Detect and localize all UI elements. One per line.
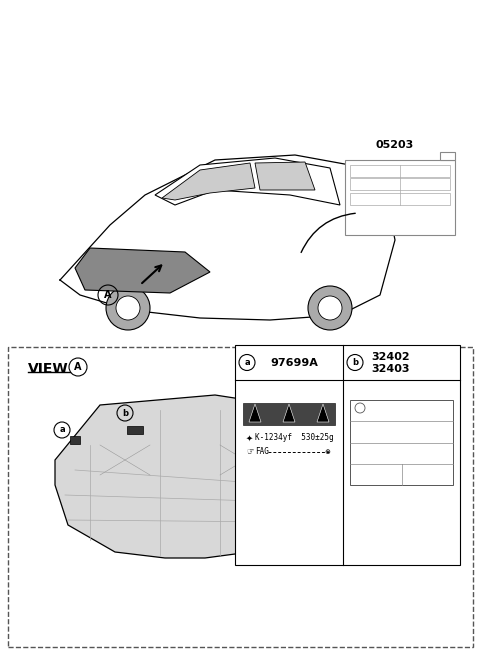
Circle shape (308, 286, 352, 330)
Bar (350, 165, 450, 177)
Polygon shape (317, 404, 329, 422)
Polygon shape (55, 395, 292, 558)
Text: 97699A: 97699A (270, 357, 318, 367)
Text: ✦: ✦ (246, 434, 253, 443)
Text: a: a (59, 426, 65, 434)
Bar (243, 403, 335, 425)
Bar (345, 160, 455, 235)
Text: a: a (244, 358, 250, 367)
Polygon shape (283, 404, 295, 422)
Circle shape (318, 296, 342, 320)
Text: 32402: 32402 (371, 351, 409, 361)
Text: A: A (104, 290, 112, 300)
Bar (70, 436, 80, 444)
Circle shape (116, 296, 140, 320)
Polygon shape (162, 163, 255, 200)
Circle shape (355, 403, 365, 413)
Text: b: b (122, 409, 128, 417)
Text: ⊕: ⊕ (324, 449, 330, 455)
Circle shape (106, 286, 150, 330)
Polygon shape (255, 162, 315, 190)
Text: ☞: ☞ (246, 447, 253, 457)
Bar (350, 178, 450, 190)
Text: 32403: 32403 (371, 363, 409, 373)
Polygon shape (440, 152, 455, 160)
Bar (350, 400, 453, 485)
Text: FAG: FAG (255, 447, 269, 457)
Text: A: A (74, 362, 82, 372)
Text: K-1234yf  530±25g: K-1234yf 530±25g (255, 434, 334, 443)
Bar (127, 426, 143, 434)
Polygon shape (155, 158, 340, 205)
Bar (350, 193, 450, 205)
Polygon shape (75, 248, 210, 293)
Bar (235, 345, 460, 565)
Text: VIEW: VIEW (28, 362, 69, 376)
Polygon shape (249, 404, 261, 422)
Text: b: b (352, 358, 358, 367)
Bar (8, 347, 473, 647)
Text: 05203: 05203 (376, 140, 414, 150)
